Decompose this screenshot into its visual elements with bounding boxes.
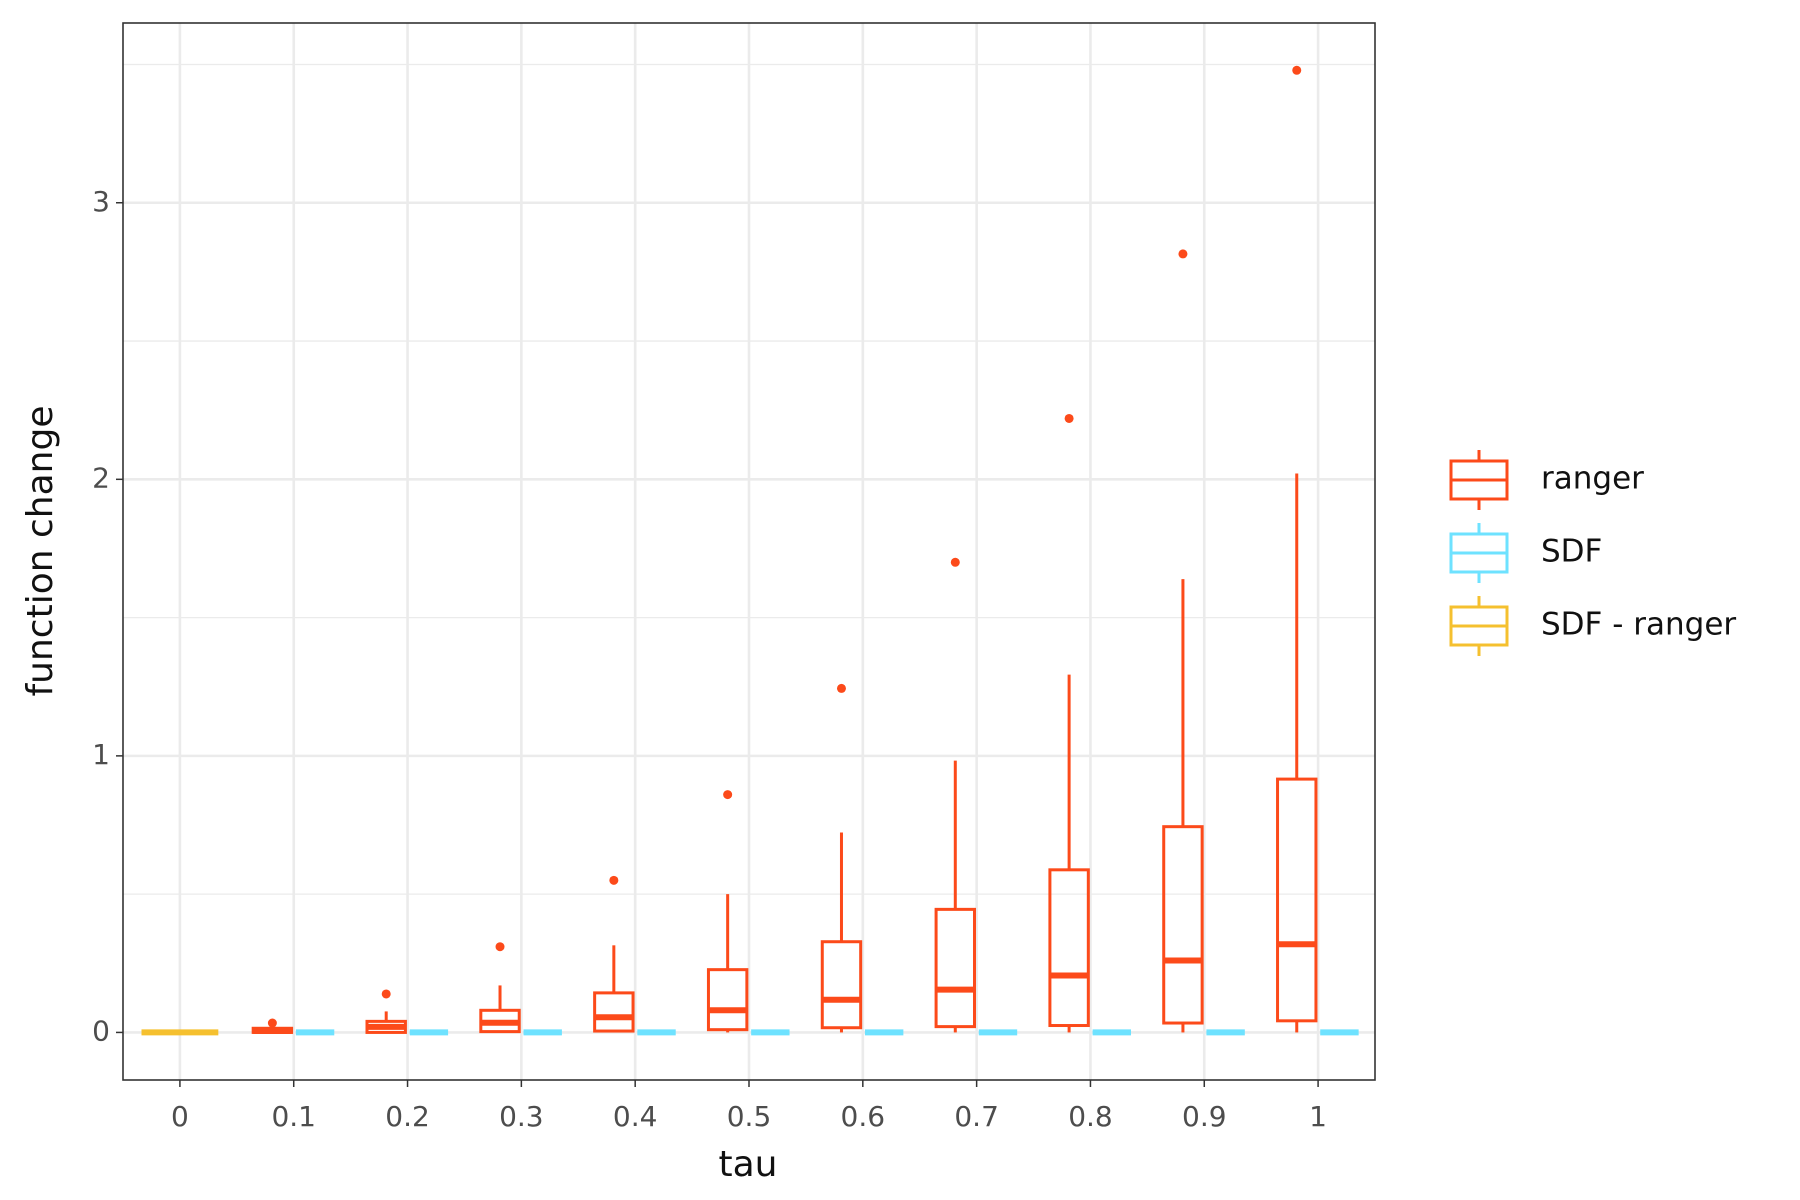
- x-tick-label: 0: [171, 1100, 189, 1133]
- x-tick-label: 0.3: [499, 1100, 544, 1133]
- x-tick-label: 0.5: [727, 1100, 772, 1133]
- outlier: [609, 875, 619, 885]
- x-tick-label: 0.9: [1182, 1100, 1227, 1133]
- legend-label: SDF: [1541, 534, 1602, 570]
- x-tick-label: 0.4: [613, 1100, 658, 1133]
- y-axis-title: function change: [20, 406, 61, 697]
- x-tick-label: 1: [1309, 1100, 1327, 1133]
- box: [593, 991, 635, 1033]
- outlier: [1292, 65, 1302, 75]
- box: [1162, 825, 1204, 1025]
- outlier: [495, 942, 505, 952]
- y-tick-label: 0: [92, 1014, 110, 1047]
- outlier: [950, 557, 960, 567]
- x-tick-label: 0.2: [385, 1100, 430, 1133]
- x-tick-label: 0.6: [841, 1100, 886, 1133]
- outlier: [836, 683, 846, 693]
- outlier: [1178, 249, 1188, 259]
- outlier: [381, 989, 391, 999]
- x-tick-label: 0.8: [1068, 1100, 1113, 1133]
- outlier: [267, 1018, 277, 1028]
- outlier: [1064, 413, 1074, 423]
- y-tick-label: 1: [92, 738, 110, 771]
- plot-border: [122, 22, 1376, 1081]
- box: [1048, 868, 1090, 1028]
- y-tick-label: 2: [92, 461, 110, 494]
- legend-label: ranger: [1541, 461, 1644, 497]
- x-tick-label: 0.1: [271, 1100, 316, 1133]
- legend-label: SDF - ranger: [1541, 607, 1736, 643]
- box: [820, 940, 863, 1030]
- box: [1276, 777, 1318, 1023]
- x-tick-label: 0.7: [954, 1100, 999, 1133]
- box: [934, 907, 977, 1029]
- y-tick-label: 3: [92, 185, 110, 218]
- box: [706, 968, 749, 1032]
- outlier: [723, 790, 733, 800]
- x-axis-title: tau: [719, 1144, 778, 1185]
